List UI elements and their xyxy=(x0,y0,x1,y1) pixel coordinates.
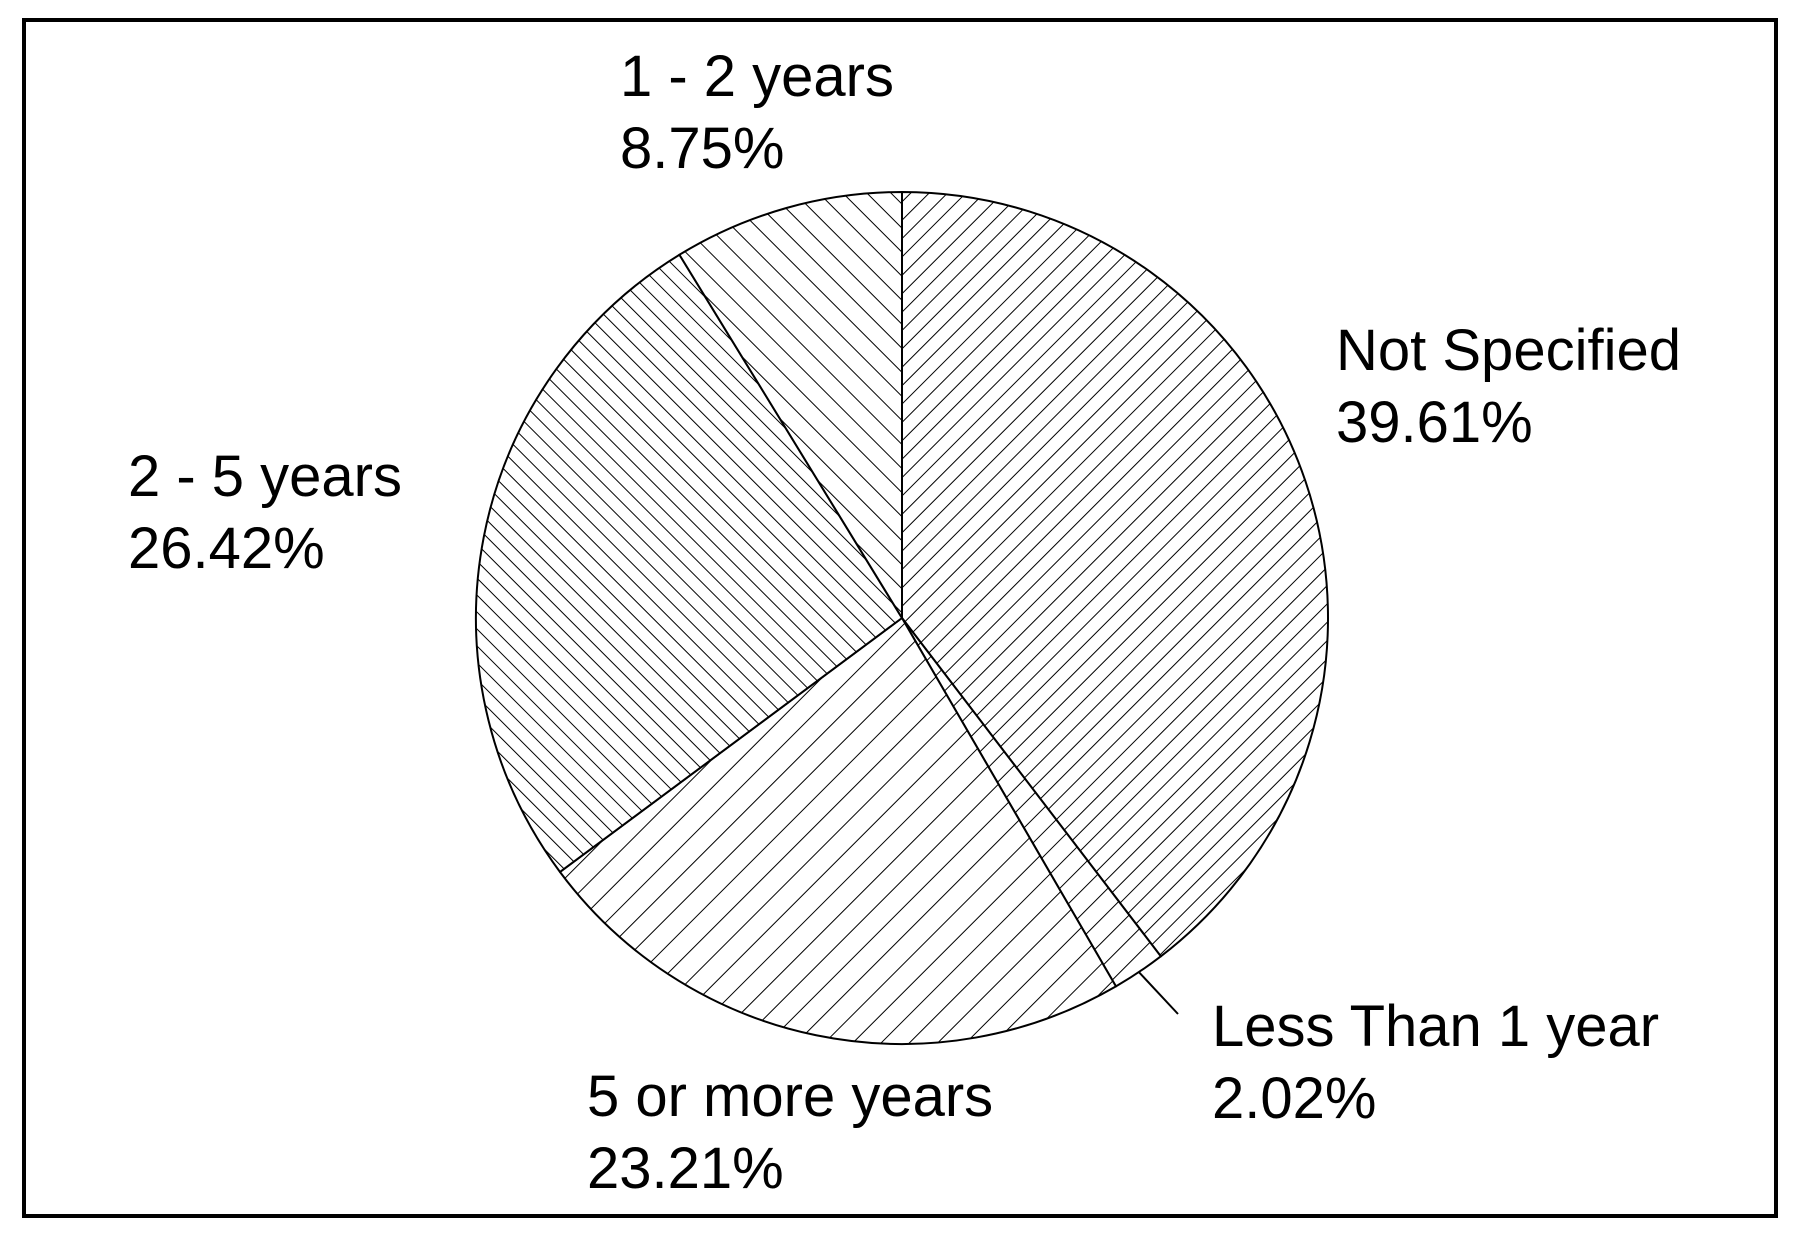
slice-value-label: 26.42% xyxy=(128,516,325,581)
pie-slice-5-or-more-years xyxy=(558,617,1117,1045)
slice-category-label: Not Specified xyxy=(1336,318,1681,383)
pie-slice-1-2-years xyxy=(678,191,903,619)
slice-category-label: Less Than 1 year xyxy=(1212,994,1659,1059)
slice-value-label: 2.02% xyxy=(1212,1066,1376,1131)
slice-category-label: 5 or more years xyxy=(587,1064,993,1129)
pie-slices xyxy=(475,191,1329,1045)
pie-slice-not-specified xyxy=(901,191,1329,958)
slice-value-label: 23.21% xyxy=(587,1136,784,1201)
slice-category-label: 2 - 5 years xyxy=(128,444,402,509)
slice-value-label: 8.75% xyxy=(620,116,784,181)
slice-category-label: 1 - 2 years xyxy=(620,44,894,109)
slice-labels: Not Specified 39.61% Less Than 1 year 2.02%… xyxy=(128,44,1681,1201)
leader-lines xyxy=(1138,971,1179,1015)
slice-value-label: 39.61% xyxy=(1336,390,1533,455)
pie-slice-2-5-years xyxy=(475,253,903,873)
leader-line xyxy=(1138,971,1179,1015)
